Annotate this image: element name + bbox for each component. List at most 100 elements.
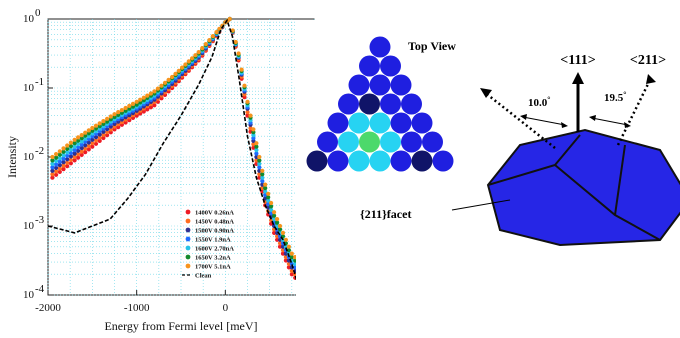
data-point [251,136,256,141]
legend-swatch [185,263,191,269]
data-point [254,144,259,149]
data-point [251,127,256,132]
atom [401,93,422,115]
data-point [148,91,153,96]
data-point [72,137,77,142]
legend-swatch [185,218,191,224]
data-point [155,86,160,91]
data-point [141,109,146,114]
data-point [76,145,81,150]
data-point [50,154,55,160]
data-point [105,127,110,132]
data-point [72,148,77,153]
arrow-211-head [646,74,656,84]
atom [338,131,359,153]
data-point [289,268,294,273]
data-point [260,175,265,180]
data-point [79,149,84,154]
data-point [159,83,164,88]
data-point [68,147,73,152]
atom [380,131,401,153]
legend-swatch [185,227,191,233]
data-point [57,156,62,161]
data-point [72,158,77,163]
data-point [263,186,268,191]
data-point [97,138,102,143]
data-point [50,161,55,166]
atom [390,74,412,96]
data-point [242,83,247,88]
atom [327,150,349,172]
data-point [289,251,294,256]
legend-label: 1700V 5.1nA [195,264,231,271]
atom [380,55,401,77]
data-point [61,160,66,165]
data-point [61,156,66,161]
data-point [57,169,62,174]
atom [369,112,391,134]
atom [401,131,422,153]
data-point [72,144,77,149]
data-point [86,134,91,139]
polyhedron-edge [614,144,626,216]
data-point [257,175,262,180]
atom [411,150,433,172]
legend-label: 1400V 0.26nA [195,210,234,217]
y-tick-label: 10 [23,289,35,301]
atom [338,93,359,115]
data-point [134,99,139,104]
data-point [90,125,95,131]
data-point [283,255,288,260]
data-point [275,237,280,242]
data-point [57,152,62,157]
data-point [251,133,256,138]
data-point [90,137,95,142]
data-point [196,50,201,55]
data-point [61,146,66,151]
data-point [108,114,113,119]
data-point [254,161,259,166]
atom-triangle [306,36,454,172]
data-point [86,128,91,133]
data-point [283,251,288,256]
data-point [186,59,191,64]
data-point [90,141,95,146]
data-point [248,113,253,118]
data-point [214,29,219,35]
legend-label: 1450V 0.48nA [195,219,234,226]
angle-mark-left [522,116,566,126]
label-111: <111> [560,53,595,68]
y-axis-label: Intensity [5,136,19,178]
data-point [105,130,110,135]
angle-right-label: 19.5° [604,90,626,104]
data-point [105,133,110,138]
y-tick-exponent: -4 [35,283,45,295]
angle-mark-right [591,117,629,126]
data-point [266,198,271,203]
data-point [61,149,66,154]
legend-swatch [185,236,191,242]
data-point [257,172,262,177]
arrow-211 [616,79,652,146]
data-point [79,145,84,151]
facet-label: {211}facet [360,207,411,221]
data-point [257,165,262,170]
legend-label: 1500V 0.90nA [195,228,234,235]
legend-swatch [185,245,191,251]
data-point [101,119,106,124]
legend: 1400V 0.26nA 1450V 0.48nA 1500V 0.90nA 1550… [182,210,234,280]
data-point [83,139,88,144]
y-tick-label: 10 [23,220,35,232]
data-point [193,53,198,58]
data-point [112,112,117,117]
data-point [76,152,81,157]
data-point [145,93,150,98]
data-point [97,121,102,126]
data-point [141,95,146,100]
data-point [61,153,66,158]
facet-polyhedron [486,128,680,247]
data-point [93,141,99,146]
data-point [76,138,81,143]
